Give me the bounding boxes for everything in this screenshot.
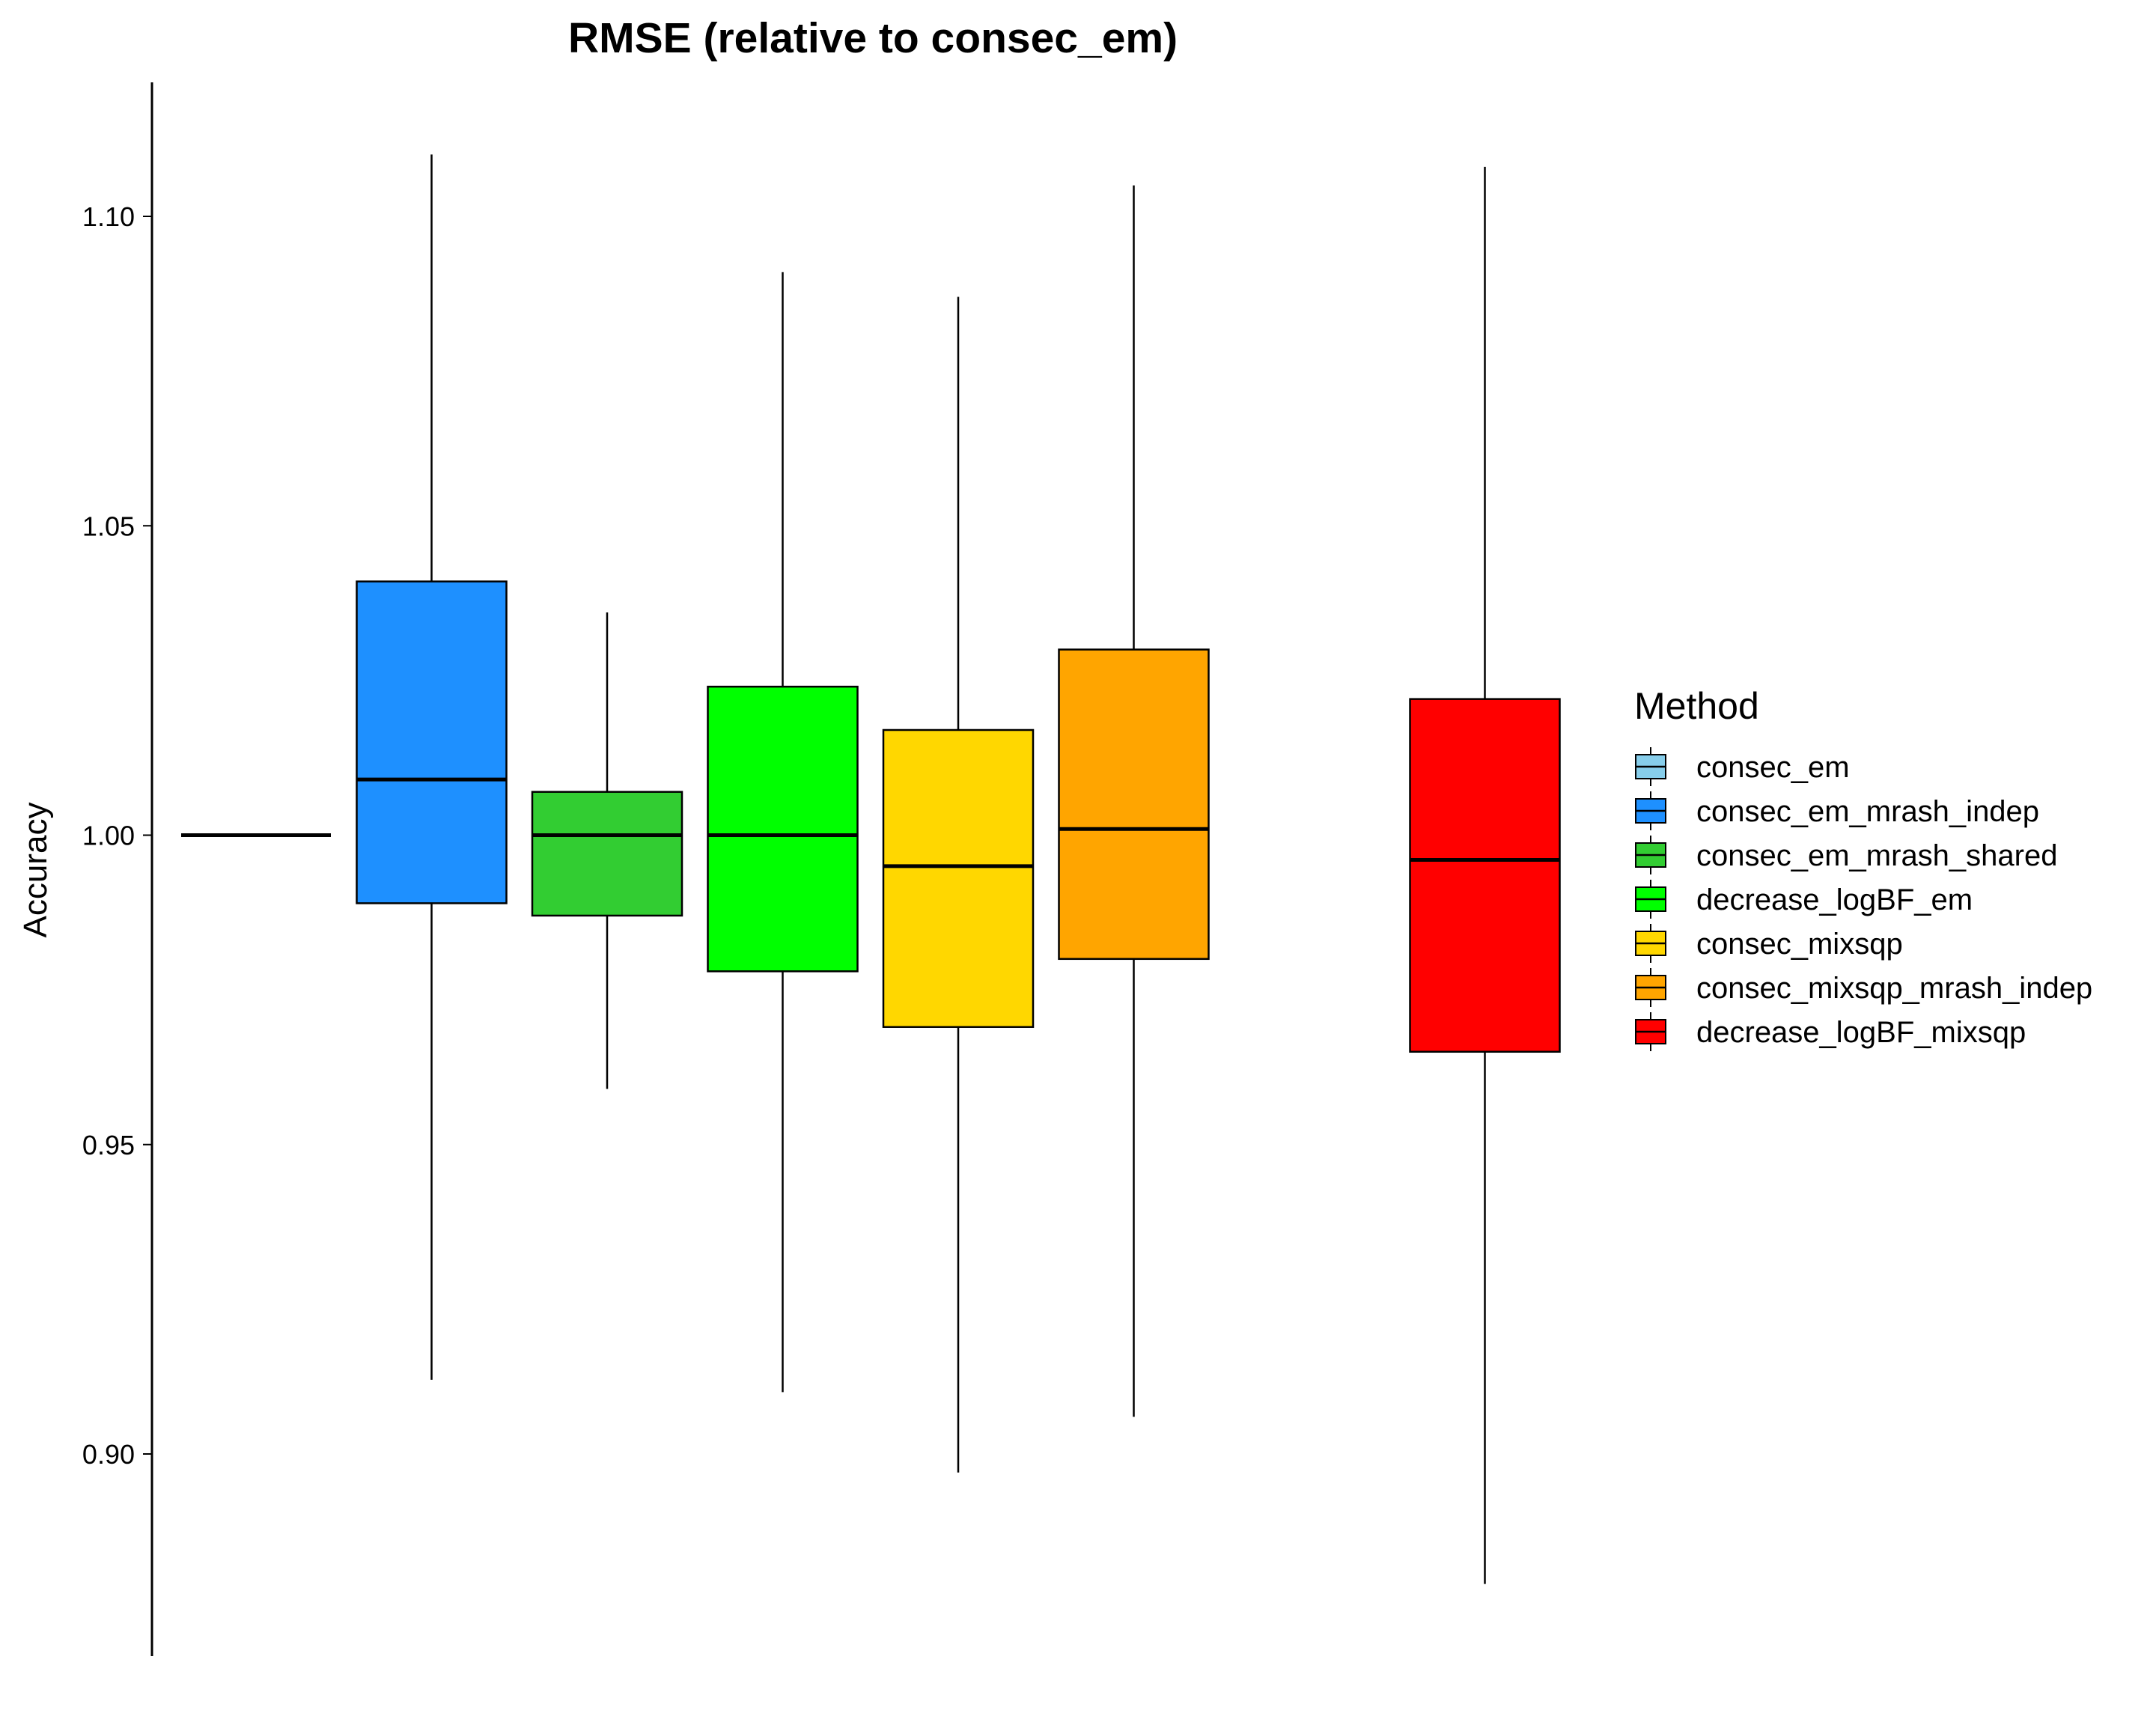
legend-label: consec_em: [1696, 751, 1850, 784]
y-tick-label: 0.90: [82, 1439, 135, 1470]
box-consec-em-mrash-shared: [531, 612, 683, 1089]
legend-item-consec-mixsqp: consec_mixsqp: [1635, 924, 1903, 963]
legend-item-consec-em: consec_em: [1635, 747, 1850, 786]
legend-item-decrease-logBF-em: decrease_logBF_em: [1635, 880, 1973, 919]
box-decrease-logBF-em: [707, 272, 859, 1393]
legend-item-consec-em-mrash-shared: consec_em_mrash_shared: [1635, 836, 2057, 874]
chart-title: RMSE (relative to consec_em): [568, 14, 1178, 62]
y-ticks: 0.90 0.95 1.00 1.05 1.10: [82, 201, 152, 1470]
legend-label: consec_em_mrash_indep: [1696, 795, 2039, 828]
legend-item-consec-mixsqp-mrash-indep: consec_mixsqp_mrash_indep: [1635, 968, 2092, 1007]
legend-item-decrease-logBF-mixsqp: decrease_logBF_mixsqp: [1635, 1012, 2026, 1051]
box-decrease-logBF-mixsqp: [1409, 166, 1561, 1584]
y-tick-label: 0.95: [82, 1130, 135, 1160]
legend-label: decrease_logBF_em: [1696, 883, 1973, 916]
box-iqr: [1058, 648, 1210, 961]
box-iqr: [707, 685, 859, 973]
legend-title: Method: [1634, 685, 1759, 727]
box-consec-mixsqp-mrash-indep: [1058, 185, 1210, 1417]
legend-label: consec_mixsqp: [1696, 928, 1903, 961]
box-consec-em-mrash-indep: [356, 154, 508, 1380]
box-iqr: [356, 580, 508, 904]
legend-label: decrease_logBF_mixsqp: [1696, 1016, 2026, 1049]
box-iqr: [531, 791, 683, 917]
legend: consec_em consec_em_mrash_indep consec_em_…: [1635, 747, 2092, 1051]
legend-label: consec_em_mrash_shared: [1696, 839, 2057, 872]
box-iqr: [882, 728, 1035, 1028]
boxes: [181, 154, 1561, 1584]
box-consec-mixsqp: [882, 296, 1035, 1473]
y-tick-label: 1.10: [82, 201, 135, 232]
box-iqr: [1409, 698, 1561, 1053]
y-tick-label: 1.05: [82, 511, 135, 541]
legend-item-consec-em-mrash-indep: consec_em_mrash_indep: [1635, 791, 2039, 830]
legend-label: consec_mixsqp_mrash_indep: [1696, 972, 2092, 1005]
y-tick-label: 1.00: [82, 821, 135, 851]
y-axis-label: Accuracy: [17, 803, 54, 938]
